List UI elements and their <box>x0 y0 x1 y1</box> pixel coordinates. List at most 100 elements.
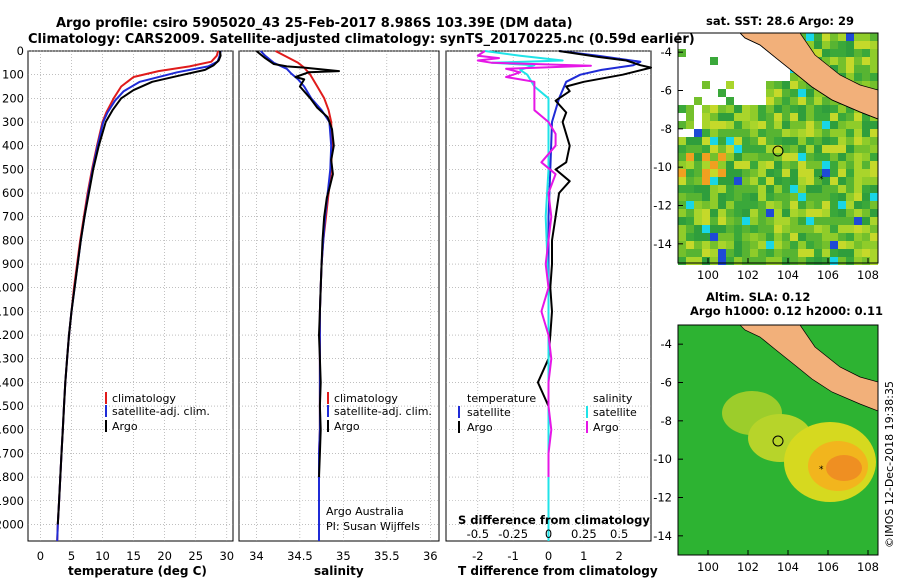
sst-map-cell <box>678 209 686 217</box>
map-x-tick-label: 102 <box>737 268 759 282</box>
legend-t-argo-label: Argo <box>467 421 493 434</box>
sst-map-cell <box>822 161 830 169</box>
sst-map-cell <box>806 177 814 185</box>
sst-map-cell <box>838 113 846 121</box>
sst-map-cell <box>734 201 742 209</box>
sst-map-cell <box>702 233 710 241</box>
sst-map-cell <box>838 177 846 185</box>
sst-map-cell <box>838 121 846 129</box>
sst-map-cell <box>774 177 782 185</box>
depth-tick-label: 1700 <box>0 446 24 460</box>
sst-map-cell <box>854 137 862 145</box>
sst-map-cell <box>814 161 822 169</box>
sst-map-cell <box>806 129 814 137</box>
sst-map-cell <box>774 257 782 265</box>
sst-map-cell <box>822 97 830 105</box>
sst-map-cell <box>854 225 862 233</box>
sst-map-cell <box>822 105 830 113</box>
sst-map-cell <box>750 225 758 233</box>
temperature-grid <box>28 50 233 541</box>
map-y-tick-label: -10 <box>653 160 672 174</box>
sst-map-cell <box>766 225 774 233</box>
sst-map-cell <box>742 201 750 209</box>
depth-tick-label: 1500 <box>0 399 24 413</box>
sst-map-cell <box>822 57 830 65</box>
sst-map-cell <box>806 257 814 265</box>
sst-map-cell <box>790 249 798 257</box>
x-tick-label: 1 <box>580 549 587 563</box>
depth-tick-label: 1600 <box>0 423 24 437</box>
sst-map-cell <box>694 193 702 201</box>
sst-map-cell <box>742 193 750 201</box>
sst-map-cell <box>870 73 878 81</box>
sst-map-cell <box>726 97 734 105</box>
sst-map-cell <box>742 129 750 137</box>
sst-map-cell <box>806 169 814 177</box>
s-diff-tick-label: -0.5 <box>467 527 489 541</box>
sst-map-cell <box>846 105 854 113</box>
sst-map-cell <box>774 185 782 193</box>
sst-map-cell <box>766 169 774 177</box>
sst-map-cell <box>718 241 726 249</box>
sst-map-cell <box>854 57 862 65</box>
sst-map-cell <box>790 193 798 201</box>
sla-map-land <box>739 324 879 412</box>
sst-map-cell <box>838 225 846 233</box>
sst-map-cell <box>686 225 694 233</box>
sst-map-cell <box>686 249 694 257</box>
sst-map-cell <box>774 201 782 209</box>
sst-map-cell <box>774 81 782 89</box>
sst-map-cell <box>702 169 710 177</box>
legend-t-sat-swatch <box>458 406 460 418</box>
sst-map-cell <box>870 209 878 217</box>
map-y-tick-label: -6 <box>661 376 672 390</box>
sst-map-cell <box>750 249 758 257</box>
sst-map-cell <box>782 177 790 185</box>
sst-map-cell <box>758 249 766 257</box>
sst-map-cell <box>758 201 766 209</box>
sst-map-cell <box>758 257 766 265</box>
sst-map-cell <box>830 177 838 185</box>
sst-map-cell <box>734 121 742 129</box>
sst-map-cell <box>774 153 782 161</box>
sst-map-cell <box>758 209 766 217</box>
legend-s-sat-swatch <box>327 405 329 417</box>
sst-map-cell <box>830 193 838 201</box>
sst-map-cell <box>750 113 758 121</box>
sst-map-cell <box>862 209 870 217</box>
sst-map-cell <box>782 225 790 233</box>
legend-argo-label: Argo <box>112 420 138 433</box>
map-y-tick-label: -10 <box>653 452 672 466</box>
sst-map-cell <box>734 177 742 185</box>
x-tick-label: -2 <box>472 549 483 563</box>
map-y-tick-label: -14 <box>653 529 672 543</box>
depth-tick-label: 1800 <box>0 470 24 484</box>
sst-map-cell <box>718 137 726 145</box>
sst-map-cell <box>854 41 862 49</box>
sst-map-cell <box>862 129 870 137</box>
sst-map-cell <box>678 225 686 233</box>
sst-map-cell <box>830 169 838 177</box>
sst-map-cell <box>782 161 790 169</box>
sst-map-cell <box>830 249 838 257</box>
depth-tick-label: 1000 <box>0 281 24 295</box>
sst-map-cell <box>822 193 830 201</box>
sst-map-cell <box>742 233 750 241</box>
sst-map-cell <box>734 225 742 233</box>
sst-map-cell <box>846 121 854 129</box>
sst-map-cell <box>814 33 822 41</box>
sst-map-cell <box>718 209 726 217</box>
sst-map-cell <box>798 105 806 113</box>
sst-map-cell <box>822 209 830 217</box>
sst-map-cell <box>702 209 710 217</box>
sst-map-cell <box>806 105 814 113</box>
sst-map-cell <box>838 201 846 209</box>
depth-tick-label: 200 <box>2 91 24 105</box>
sst-map-cell <box>870 81 878 89</box>
sst-map-cell <box>774 217 782 225</box>
sst-map-cell <box>862 225 870 233</box>
series-line <box>56 50 222 525</box>
sst-map-cell <box>710 153 718 161</box>
sst-map-cell <box>846 249 854 257</box>
sst-map-cell <box>774 121 782 129</box>
